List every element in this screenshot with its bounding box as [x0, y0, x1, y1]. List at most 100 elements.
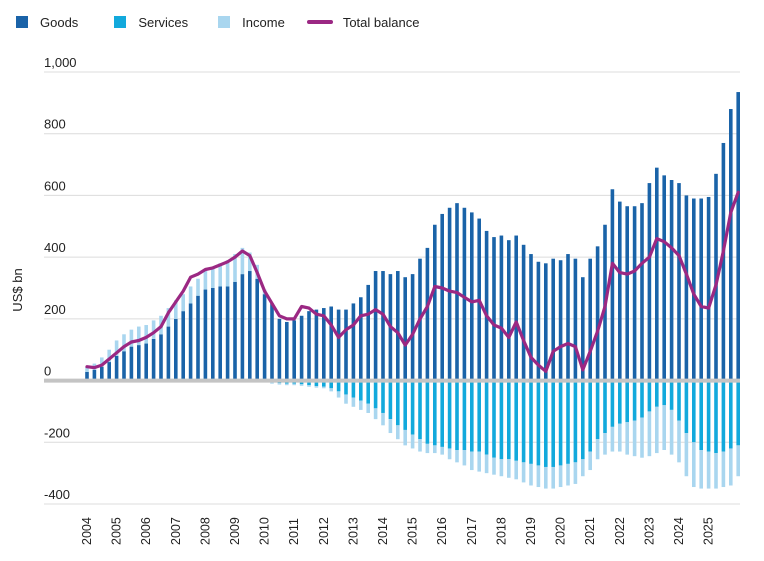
bar-goods: [181, 311, 185, 381]
bar-services: [699, 380, 703, 450]
bar-income: [440, 446, 444, 455]
bar-services: [566, 380, 570, 464]
bar-income: [462, 450, 467, 466]
bar-income: [736, 445, 740, 477]
bar-income: [477, 451, 481, 472]
bar-goods: [211, 288, 215, 381]
bar-goods: [529, 254, 533, 381]
bar-goods: [373, 271, 378, 381]
bar-goods: [166, 326, 171, 381]
legend-item-total-balance: Total balance: [306, 14, 420, 30]
bar-income: [706, 451, 711, 489]
legend-label-goods: Goods: [40, 14, 79, 30]
bar-goods: [492, 237, 496, 381]
bar-income: [218, 263, 222, 287]
bar-goods: [507, 240, 511, 381]
bar-goods: [669, 180, 674, 381]
bar-services: [551, 380, 555, 467]
x-tick-labels: 2004 2005 2006 2007 2008 2009 2010 2011 2012 2013…: [80, 517, 716, 545]
legend-label-services: Services: [138, 14, 189, 30]
bar-goods: [699, 198, 703, 381]
bar-goods: [447, 207, 452, 381]
bar-income: [677, 420, 681, 463]
bar-income: [425, 443, 430, 454]
x-tick-label: 2016: [435, 517, 449, 545]
bar-services: [640, 380, 644, 418]
legend-swatch-goods: [16, 16, 28, 28]
bar-income: [211, 267, 215, 288]
bar-services: [507, 380, 511, 460]
bar-income: [151, 320, 156, 339]
bar-income: [314, 386, 319, 388]
bar-income: [521, 462, 526, 483]
bar-goods: [721, 142, 726, 381]
x-tick-label: 2005: [110, 517, 124, 545]
bar-income: [285, 383, 289, 386]
bar-services: [410, 380, 415, 435]
bar-income: [536, 465, 541, 488]
bar-services: [440, 380, 444, 447]
bar-goods: [677, 183, 681, 381]
x-tick-label: 2019: [524, 517, 538, 545]
bar-goods: [647, 183, 652, 381]
bar-services: [492, 380, 496, 458]
bar-income: [433, 445, 437, 454]
bar-goods: [655, 167, 659, 381]
bar-goods: [299, 315, 304, 381]
legend-line-total-balance: [306, 20, 333, 24]
bar-services: [669, 380, 674, 410]
bar-income: [336, 391, 341, 398]
bar-services: [433, 380, 437, 446]
bar-income: [307, 385, 311, 387]
bar-goods: [692, 198, 696, 381]
bar-goods: [285, 321, 289, 381]
bar-services: [403, 380, 407, 430]
x-tick-label: 2021: [583, 517, 597, 545]
bar-income: [692, 442, 696, 488]
bar-goods: [440, 213, 444, 381]
bar-income: [396, 425, 400, 440]
bar-income: [137, 326, 141, 346]
bar-services: [581, 380, 585, 460]
bar-goods: [640, 203, 644, 381]
bar-services: [536, 380, 541, 466]
bar-income: [551, 466, 555, 489]
bar-goods: [129, 346, 134, 381]
bar-services: [706, 380, 711, 452]
bar-services: [477, 380, 481, 452]
bar-services: [721, 380, 726, 452]
y-tick-label: 400: [44, 240, 66, 255]
bar-income: [499, 459, 504, 477]
bar-goods: [595, 246, 600, 381]
bar-goods: [344, 309, 348, 381]
bar-income: [344, 394, 348, 404]
bar-goods: [514, 235, 518, 381]
x-tick-label: 2008: [198, 517, 212, 545]
bar-income: [669, 409, 674, 455]
x-tick-label: 2017: [465, 517, 479, 545]
bar-services: [344, 380, 348, 395]
bar-services: [544, 380, 548, 467]
bar-services: [359, 380, 363, 401]
legend-swatch-services: [114, 16, 127, 28]
bar-services: [529, 380, 533, 464]
bar-services: [573, 380, 578, 463]
x-tick-label: 2012: [317, 517, 331, 545]
legend-label-income: Income: [242, 14, 285, 30]
bar-income: [351, 397, 356, 407]
bar-services: [425, 380, 430, 444]
bar-goods: [359, 297, 363, 381]
y-tick-label: 800: [44, 117, 66, 132]
bar-goods: [351, 303, 356, 381]
legend-item-goods: Goods: [16, 15, 78, 30]
legend-label-total-balance: Total balance: [342, 14, 420, 30]
bar-goods: [366, 284, 370, 381]
y-tick-label: 1,000: [44, 55, 77, 70]
bar-services: [336, 380, 341, 392]
bar-goods: [403, 277, 407, 381]
bar-income: [714, 453, 718, 489]
x-tick-label: 2007: [169, 517, 183, 545]
bar-income: [107, 349, 111, 363]
bar-income: [507, 459, 511, 478]
bar-goods: [292, 320, 296, 381]
